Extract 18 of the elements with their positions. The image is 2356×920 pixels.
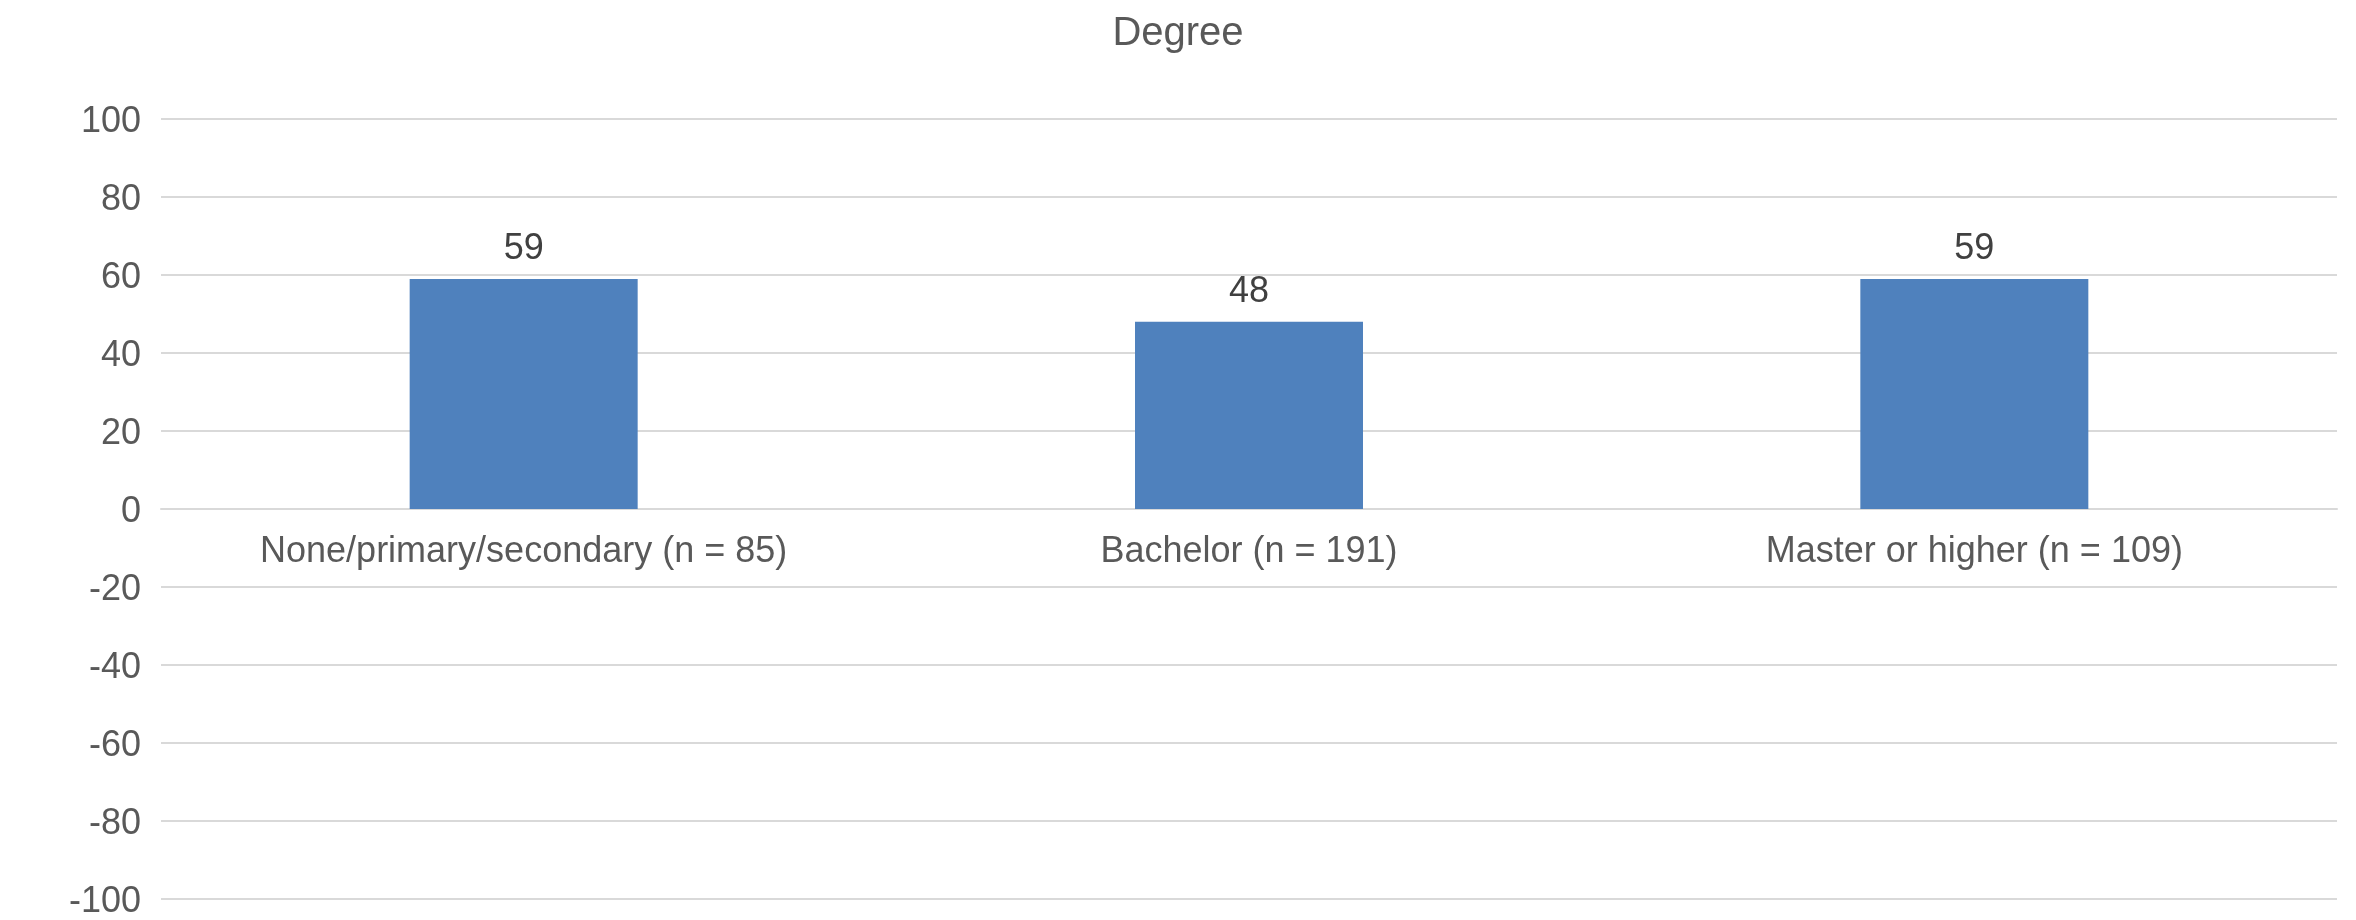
y-tick-label: -60 (88, 722, 141, 764)
y-tick-label: -20 (88, 566, 141, 608)
chart-title: Degree (1112, 9, 1244, 53)
y-tick-label: 20 (100, 410, 141, 452)
y-tick-label: 60 (100, 254, 141, 296)
y-tick-label: 80 (100, 176, 141, 218)
data-label: 59 (1954, 226, 1995, 268)
x-tick-label: Master or higher (n = 109) (1765, 528, 2183, 570)
y-tick-label: 100 (80, 98, 141, 140)
y-tick-label: 0 (120, 488, 141, 530)
x-tick-label: Bachelor (n = 191) (1100, 528, 1398, 570)
y-tick-label: 40 (100, 332, 141, 374)
data-label: 48 (1228, 269, 1270, 311)
data-label: 59 (503, 226, 544, 268)
y-tick-label: -40 (88, 644, 141, 686)
y-tick-label: -80 (88, 800, 141, 842)
x-tick-label: None/primary/secondary (n = 85) (260, 528, 788, 570)
y-tick-label: -100 (68, 878, 141, 920)
